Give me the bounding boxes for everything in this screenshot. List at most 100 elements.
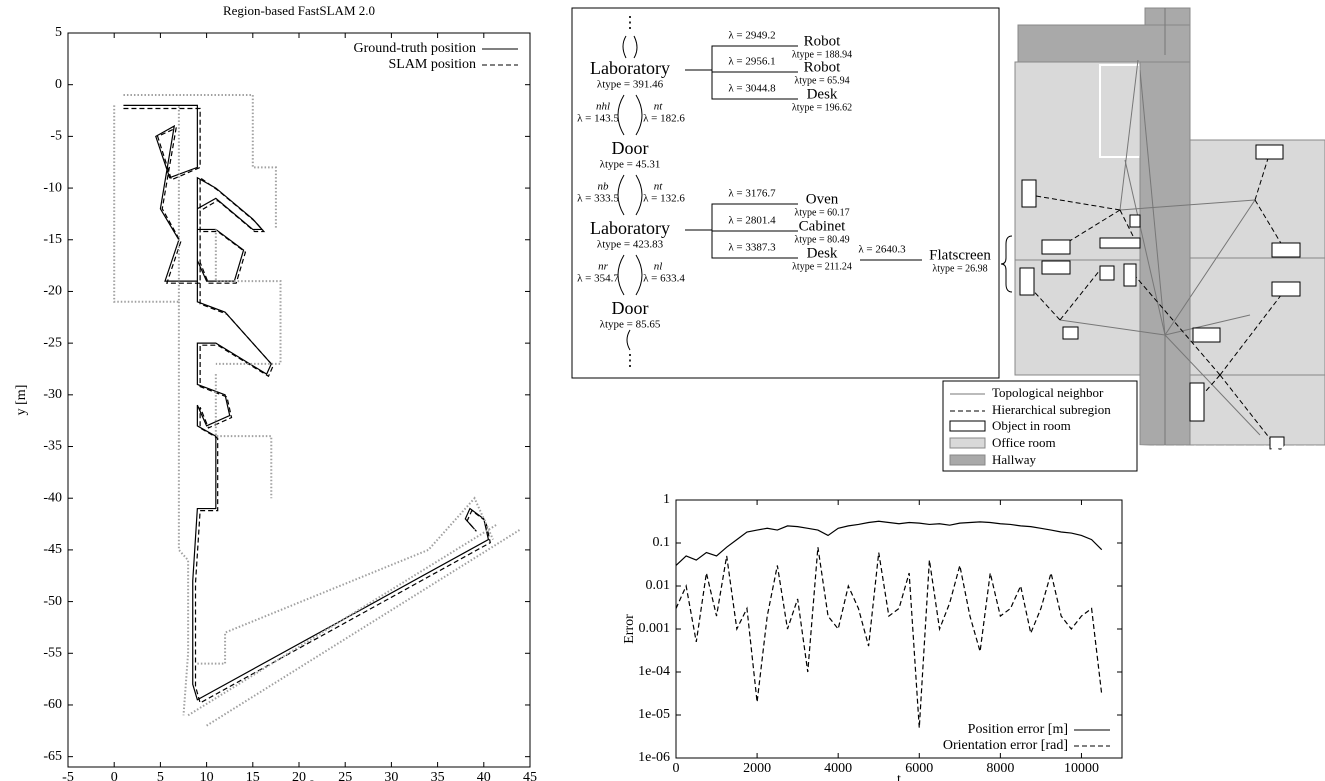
series-line <box>123 94 277 230</box>
y-tick-label: 1e-06 <box>638 750 670 765</box>
object-label: Desk <box>807 245 838 261</box>
x-tick-label: 15 <box>246 770 260 781</box>
object-lambda: λ = 2640.3 <box>858 244 906 256</box>
legend-label: Topological neighbor <box>992 385 1104 400</box>
hallway <box>1144 7 1191 26</box>
transition-lambda: λ = 633.4 <box>643 273 685 285</box>
hallway <box>1017 24 1191 63</box>
legend-label: Hierarchical subregion <box>992 402 1111 417</box>
topological-neighbors <box>1059 8 1261 445</box>
transition-arrow <box>626 329 631 351</box>
y-axis-label: Error <box>622 614 637 644</box>
cut-edge <box>1135 445 1320 451</box>
y-tick-label: 1e-04 <box>638 664 670 679</box>
object-label: Robot <box>804 59 842 75</box>
series-line <box>187 523 499 717</box>
x-axis-label: t <box>897 772 901 781</box>
brace <box>1000 235 1013 293</box>
y-tick-label: -25 <box>43 335 62 350</box>
objects-in-room <box>1019 144 1301 450</box>
y-tick-label: -15 <box>43 232 62 247</box>
x-tick-label: 35 <box>431 770 445 781</box>
transition-arrow <box>635 174 643 216</box>
floor-plan: Topological neighbor Hierarchical subreg… <box>942 7 1325 472</box>
y-tick-label: 0 <box>55 77 62 92</box>
object-lambda: λ = 3387.3 <box>728 242 776 254</box>
series-line <box>123 104 490 701</box>
y-tick-label: -60 <box>43 697 62 712</box>
transition-lambda: λ = 333.5 <box>577 193 619 205</box>
office-room <box>1099 64 1141 158</box>
y-tick-label: -65 <box>43 749 62 764</box>
object-lambda-type: λtype = 26.98 <box>932 263 987 274</box>
y-tick-label: -30 <box>43 387 62 402</box>
object-lambda: λ = 2956.1 <box>728 56 775 68</box>
y-tick-label: 1 <box>663 492 670 507</box>
object-label: Flatscreen <box>929 247 991 263</box>
x-tick-label: 5 <box>157 770 164 781</box>
diagram-frame <box>571 7 1000 379</box>
region-lambda: λtype = 85.65 <box>600 319 661 331</box>
series-line <box>197 496 494 665</box>
x-tick-label: 10 <box>200 770 214 781</box>
y-tick-label: -35 <box>43 439 62 454</box>
legend-label: Ground-truth position <box>354 41 477 56</box>
region-label: Door <box>612 138 649 158</box>
object-lambda-type: λtype = 188.94 <box>792 49 852 60</box>
y-axis-label: y [m] <box>14 385 29 416</box>
x-tick-label: 40 <box>477 770 491 781</box>
x-tick-label: 2000 <box>743 761 771 776</box>
series-line <box>675 547 1103 728</box>
transition-n: nt <box>654 101 664 113</box>
transition-arrow <box>635 254 643 296</box>
legend-label: Orientation error [rad] <box>943 738 1068 753</box>
object-lambda: λ = 3044.8 <box>728 83 776 95</box>
transition-arrow <box>617 94 625 136</box>
object-lambda-type: λtype = 80.49 <box>794 234 849 245</box>
region-label: Laboratory <box>590 218 670 238</box>
x-tick-label: 6000 <box>905 761 933 776</box>
series-line <box>123 107 491 704</box>
legend-label: Hallway <box>992 452 1037 467</box>
plot-frame <box>675 499 1123 759</box>
region-lambda: λtype = 391.46 <box>597 79 664 91</box>
object-edge <box>685 229 798 259</box>
transition-lambda: λ = 132.6 <box>643 193 685 205</box>
y-tick-label: 0.01 <box>646 578 671 593</box>
series-line <box>214 374 273 499</box>
transition-n: nr <box>598 261 609 273</box>
x-tick-label: 45 <box>523 770 537 781</box>
legend-swatch <box>949 420 986 432</box>
y-tick-label: 0.1 <box>653 535 671 550</box>
series-line <box>206 528 522 727</box>
object-lambda-type: λtype = 196.62 <box>792 102 852 113</box>
y-tick-label: 1e-05 <box>638 707 670 722</box>
x-tick-label: 8000 <box>986 761 1014 776</box>
legend-swatch <box>949 454 986 466</box>
series-line <box>113 105 180 303</box>
ellipsis: ⋮ <box>622 15 638 32</box>
region-label: Laboratory <box>590 58 670 78</box>
transition-arrow <box>617 174 625 216</box>
object-lambda-type: λtype = 65.94 <box>794 75 849 86</box>
transition-arrow <box>633 35 638 59</box>
y-tick-label: 5 <box>55 25 62 40</box>
transition-lambda: λ = 143.5 <box>577 113 619 125</box>
y-tick-label: -55 <box>43 646 62 661</box>
transition-n: nhl <box>596 101 610 113</box>
object-lambda: λ = 2801.4 <box>728 215 776 227</box>
x-tick-label: 10000 <box>1064 761 1099 776</box>
region-lambda: λtype = 45.31 <box>600 159 661 171</box>
series-line <box>214 229 282 365</box>
x-axis-label: x [m] <box>284 779 315 781</box>
object-label: Oven <box>806 191 839 207</box>
x-tick-label: 0 <box>673 761 680 776</box>
y-tick-label: -45 <box>43 542 62 557</box>
y-tick-label: -5 <box>50 129 62 144</box>
legend-label: Object in room <box>992 418 1071 433</box>
chart-title: Region-based FastSLAM 2.0 <box>223 3 375 18</box>
transition-arrow <box>635 94 643 136</box>
y-tick-label: 0.001 <box>639 621 671 636</box>
region-label: Door <box>612 298 649 318</box>
